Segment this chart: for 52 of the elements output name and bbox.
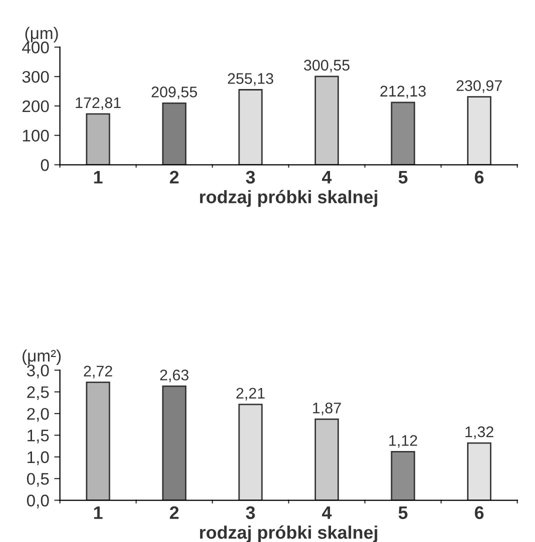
x-tick-label: 2 [170,170,179,184]
x-axis-title: rodzaj próbki skalnej [200,190,378,207]
x-tick-label: 3 [246,506,255,520]
y-tick-label: 400 [22,42,49,54]
x-tick-label: 6 [474,170,484,184]
bar [86,113,110,165]
bar [314,76,339,165]
x-tick-label: 4 [322,170,332,184]
data-label: 1,32 [466,426,494,440]
bar [86,382,110,500]
data-label: 230,97 [456,80,502,93]
data-label: 1,87 [313,402,341,416]
y-axis-title: (μm) [25,26,58,42]
y-tick-label: 2,5 [27,386,49,400]
data-label: 300,55 [304,60,350,72]
y-tick-label: 1,0 [28,451,49,466]
x-tick-label: 1 [94,506,103,519]
bar [467,442,492,500]
bar [314,418,339,500]
x-tick-label: 5 [398,170,408,184]
data-label: 212,13 [380,86,426,98]
y-tick-label: 0,0 [26,494,49,508]
y-tick-label: 2,0 [27,408,49,422]
bar [467,96,492,165]
y-tick-label: 300 [22,70,49,83]
x-tick-label: 6 [474,506,484,520]
data-label: 209,55 [152,86,197,100]
bar [162,386,186,500]
data-label: 2,72 [84,366,112,378]
data-label: 2,21 [236,388,265,400]
data-label: 2,63 [160,370,188,382]
y-tick-label: 100 [22,130,49,142]
x-tick-label: 2 [170,506,179,519]
x-tick-label: 3 [246,170,255,184]
x-tick-label: 5 [398,506,408,520]
x-axis-title: rodzaj próbki skalnej [200,525,378,542]
data-label: 255,13 [228,73,274,86]
x-tick-label: 4 [322,506,332,519]
y-tick-label: 3,0 [26,364,49,378]
bar [238,404,263,500]
y-tick-label: 0 [40,159,49,171]
bar [162,102,186,165]
bar [238,89,263,165]
x-tick-label: 1 [94,170,103,184]
y-axis-title: (μm²) [22,349,61,365]
data-label: 1,12 [389,435,418,448]
y-tick-label: 200 [22,100,49,112]
y-tick-label: 0,5 [26,472,49,487]
bar [390,451,416,500]
bar [390,102,416,165]
data-label: 172,81 [76,97,121,110]
y-tick-label: 1,5 [28,430,49,444]
